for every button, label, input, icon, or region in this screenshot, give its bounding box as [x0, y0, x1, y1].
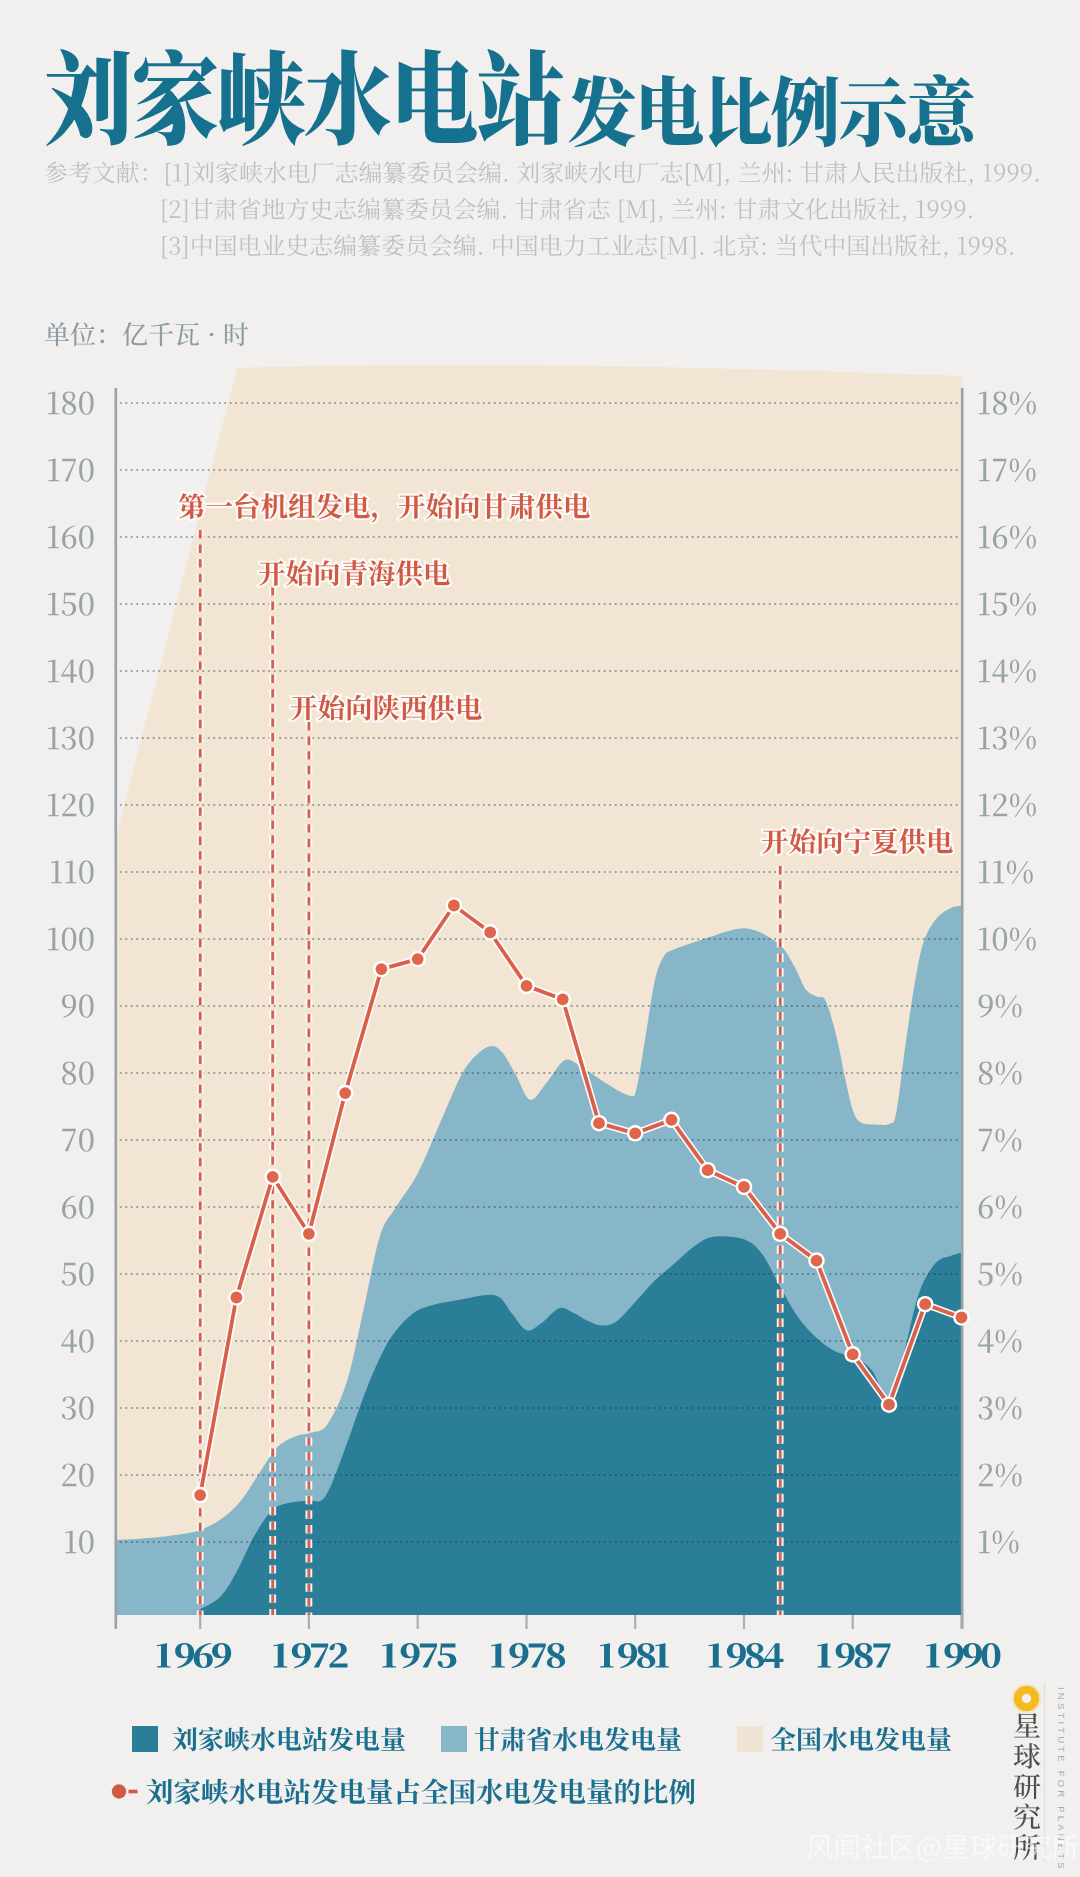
svg-text:INSTITUTE FOR PLANETS: INSTITUTE FOR PLANETS	[1056, 1687, 1067, 1872]
